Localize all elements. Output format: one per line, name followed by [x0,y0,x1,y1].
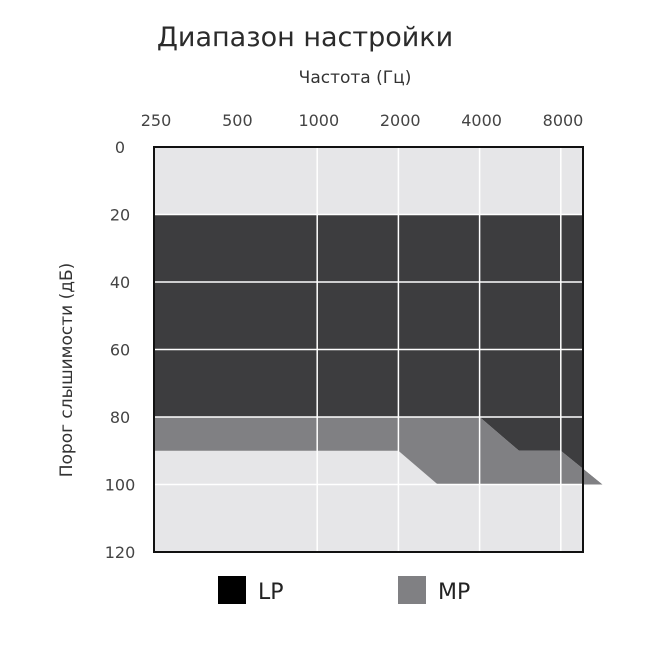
x-tick-label: 500 [222,111,253,130]
y-tick-label: 80 [110,408,130,427]
x-tick-label: 1000 [298,111,339,130]
y-tick-label: 0 [115,138,125,157]
x-tick-labels: 250 500 1000 2000 4000 8000 [141,111,584,130]
chart-title: Диапазон настройки [157,22,453,53]
y-tick-label: 60 [110,341,130,360]
x-tick-label: 4000 [461,111,502,130]
y-tick-label: 120 [105,543,136,562]
legend-swatch-lp [218,576,246,604]
x-tick-label: 250 [141,111,172,130]
y-tick-label: 40 [110,273,130,292]
plot-border [153,146,584,553]
y-tick-label: 20 [110,206,130,225]
legend-label-lp: LP [258,580,284,605]
grid-layer [154,147,643,552]
y-tick-labels: 0 20 40 60 80 100 120 [105,138,136,562]
x-tick-label: 2000 [380,111,421,130]
legend-swatch-mp [398,576,426,604]
plot-area [153,146,643,553]
x-axis-label: Частота (Гц) [299,68,412,88]
x-tick-label: 8000 [543,111,584,130]
y-axis-label: Порог слышимости (дБ) [57,263,77,478]
series-band-mp [154,417,603,485]
legend: LP MP [218,576,470,605]
y-tick-label: 100 [105,476,136,495]
legend-label-mp: MP [438,580,470,605]
